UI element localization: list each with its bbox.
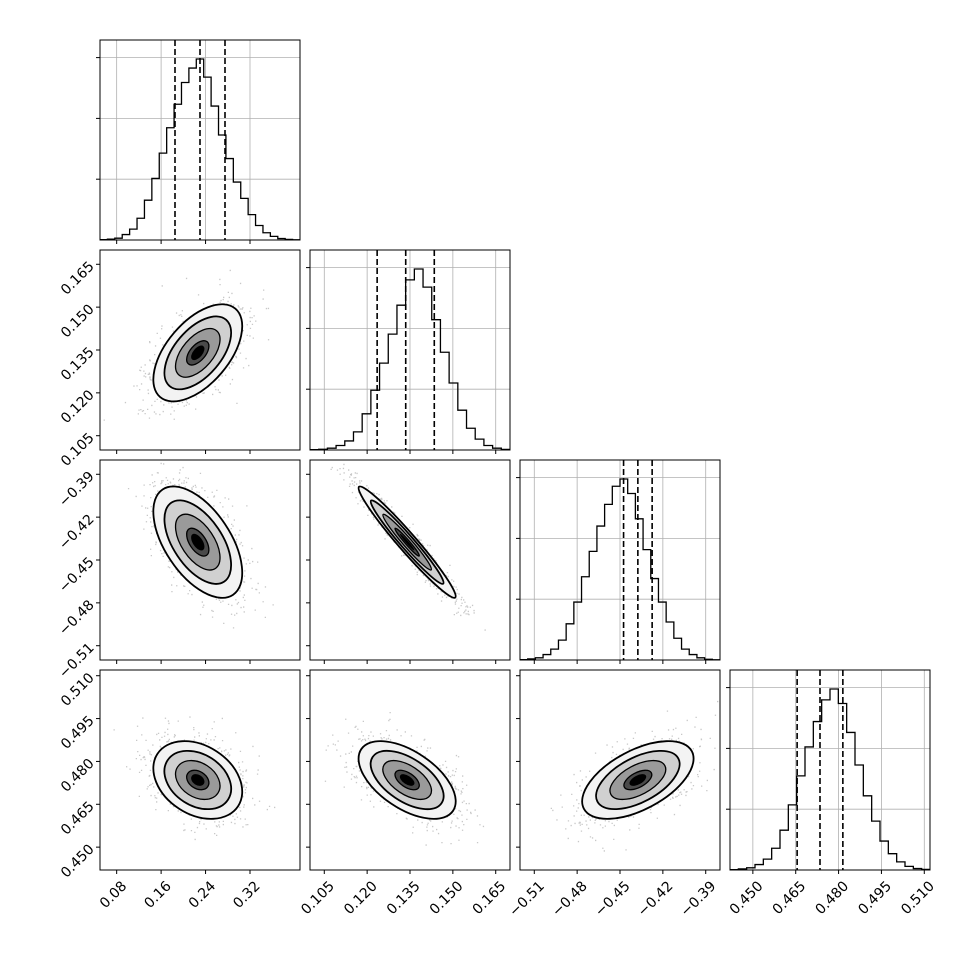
y-tick-label-2-2: −0.45 xyxy=(56,554,98,596)
contour-line-3-1-3 xyxy=(394,769,420,791)
scatter-panel-1-0 xyxy=(96,249,301,454)
density-peak-3-0 xyxy=(191,774,205,786)
hist-steps-1 xyxy=(310,268,510,450)
contour-line-1-0-3 xyxy=(186,340,210,366)
x-tick-label-0-0: 0.08 xyxy=(97,878,130,911)
contour-line-2-0-0 xyxy=(152,485,244,599)
contour-line-1-0-0 xyxy=(152,303,244,403)
x-tick-label-3-0: 0.450 xyxy=(727,878,767,918)
contour-line-3-0-2 xyxy=(174,759,221,801)
hist-panel-2 xyxy=(516,459,721,664)
y-tick-label-1-4: 0.165 xyxy=(58,259,98,299)
x-tick-label-0-3: 0.32 xyxy=(230,878,263,911)
contour-line-3-1-2 xyxy=(382,759,433,801)
x-tick-label-1-1: 0.120 xyxy=(341,878,381,918)
y-tick-label-2-4: −0.39 xyxy=(56,469,98,511)
x-tick-label-3-2: 0.480 xyxy=(813,878,853,918)
x-tick-label-2-1: −0.48 xyxy=(549,878,591,920)
hist-steps-2 xyxy=(520,478,720,660)
x-tick-label-2-2: −0.45 xyxy=(592,878,634,920)
y-tick-label-3-0: 0.450 xyxy=(58,841,98,881)
contour-line-3-0-1 xyxy=(163,749,233,811)
hist-panel-0 xyxy=(96,39,301,244)
x-tick-label-3-3: 0.495 xyxy=(855,878,895,918)
x-tick-label-3-4: 0.510 xyxy=(898,878,938,918)
contour-line-2-1-0 xyxy=(357,485,457,599)
contour-line-2-0-3 xyxy=(186,527,210,557)
contour-line-2-1-1 xyxy=(369,499,445,585)
contour-line-2-0-1 xyxy=(163,499,233,585)
x-tick-label-2-4: −0.39 xyxy=(678,878,720,920)
y-tick-label-1-0: 0.105 xyxy=(58,430,98,470)
hist-panel-3 xyxy=(726,669,931,874)
y-tick-label-3-2: 0.480 xyxy=(58,756,98,796)
contour-line-3-0-3 xyxy=(186,769,210,791)
x-tick-label-1-4: 0.165 xyxy=(470,878,510,918)
scatter-panel-3-0 xyxy=(96,669,301,874)
scatter-panel-2-0 xyxy=(96,459,301,664)
density-peak-2-1 xyxy=(399,533,415,551)
contour-line-3-2-0 xyxy=(581,740,695,820)
contour-line-1-0-1 xyxy=(163,315,233,391)
y-tick-label-3-1: 0.465 xyxy=(58,799,98,839)
x-tick-label-2-0: −0.51 xyxy=(506,878,548,920)
x-tick-label-1-3: 0.150 xyxy=(427,878,467,918)
scatter-panel-3-1 xyxy=(306,669,511,874)
hist-panel-1 xyxy=(306,249,511,454)
contour-line-1-0-2 xyxy=(174,327,221,378)
contour-line-3-2-2 xyxy=(609,759,667,801)
density-peak-1-0 xyxy=(191,345,205,361)
y-tick-label-2-3: −0.42 xyxy=(56,511,98,553)
contour-line-2-1-3 xyxy=(394,527,420,557)
x-tick-label-1-0: 0.105 xyxy=(298,878,338,918)
y-tick-label-1-3: 0.150 xyxy=(58,301,98,341)
x-tick-label-2-3: −0.42 xyxy=(635,878,677,920)
x-tick-label-1-2: 0.135 xyxy=(384,878,424,918)
scatter-points-3-0 xyxy=(113,716,276,841)
density-peak-3-1 xyxy=(399,774,415,786)
y-tick-label-3-3: 0.495 xyxy=(58,713,98,753)
x-tick-label-3-1: 0.465 xyxy=(770,878,810,918)
scatter-frame-3-0 xyxy=(99,669,301,871)
x-tick-label-0-2: 0.24 xyxy=(186,878,219,911)
scatter-panel-3-2 xyxy=(516,669,721,874)
contour-line-2-1-2 xyxy=(382,513,433,571)
contour-line-2-0-2 xyxy=(174,513,221,571)
density-peak-2-0 xyxy=(191,533,205,551)
contour-line-3-2-1 xyxy=(595,749,681,811)
x-tick-label-0-1: 0.16 xyxy=(141,878,174,911)
y-tick-label-1-1: 0.120 xyxy=(58,387,98,427)
contour-line-3-1-0 xyxy=(357,740,457,820)
contour-line-3-0-0 xyxy=(152,740,244,820)
hist-frame-3 xyxy=(729,669,931,871)
contour-line-3-1-1 xyxy=(369,749,445,811)
y-tick-label-2-1: −0.48 xyxy=(56,597,98,639)
y-tick-label-1-2: 0.135 xyxy=(58,344,98,384)
hist-frame-0 xyxy=(99,39,301,241)
contour-line-3-2-3 xyxy=(623,769,653,791)
hist-steps-3 xyxy=(730,688,930,870)
scatter-panel-2-1 xyxy=(306,459,511,664)
density-peak-3-2 xyxy=(629,774,647,786)
